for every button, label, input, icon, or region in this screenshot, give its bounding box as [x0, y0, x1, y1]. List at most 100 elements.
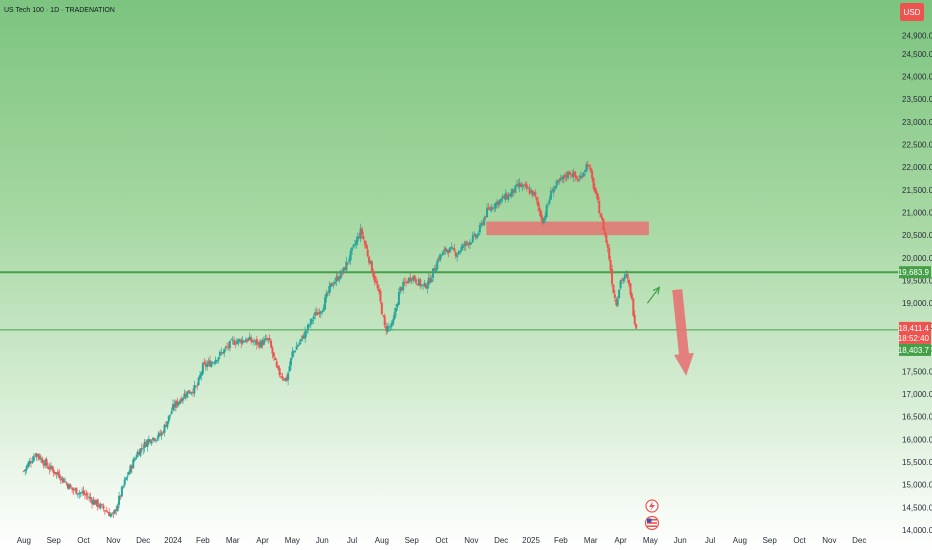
candle-body — [625, 273, 628, 275]
candle-body — [552, 188, 555, 193]
candle-body — [39, 457, 42, 460]
candle-body — [632, 298, 635, 316]
candle-body — [299, 339, 302, 342]
candle-body — [295, 346, 298, 350]
us-flag-canton — [647, 518, 652, 523]
projection-arrow-up[interactable] — [646, 286, 660, 304]
candle-body — [331, 282, 334, 286]
candle-body — [172, 403, 175, 411]
candle-body — [108, 512, 111, 517]
candle-body — [453, 248, 456, 252]
candle-body — [278, 368, 281, 376]
candle-body — [468, 241, 471, 246]
candle-body — [170, 411, 173, 414]
candle-body — [83, 493, 86, 495]
candle-body — [635, 324, 638, 329]
candle-body — [324, 297, 327, 310]
candle-body — [75, 487, 78, 495]
candle-body — [527, 187, 530, 189]
projection-arrow-down[interactable] — [672, 289, 694, 376]
y-tick-label: 20,000.0 — [902, 254, 932, 263]
projection-arrow-up-head — [652, 286, 661, 295]
candle-body — [248, 336, 251, 340]
x-tick-label: May — [643, 536, 658, 545]
y-tick-label: 20,500.0 — [902, 231, 932, 240]
candle-body — [608, 247, 611, 260]
x-tick-label: Apr — [256, 536, 269, 545]
candle-body — [72, 488, 75, 491]
candle-body — [508, 194, 511, 197]
candle-body — [78, 492, 81, 495]
candle-body — [613, 294, 616, 299]
candle-body — [292, 350, 295, 353]
candle-body — [427, 277, 430, 285]
time-axis[interactable]: Aug Sep Oct Nov Dec 2024 Feb Mar Apr May Jun Jul Aug… — [17, 536, 867, 545]
candle-body — [459, 251, 462, 253]
candle-body — [253, 341, 256, 343]
us-flag-icon[interactable] — [644, 515, 660, 531]
candle-body — [430, 278, 433, 283]
candle-body — [309, 318, 312, 325]
candle-body — [351, 247, 354, 251]
candle-body — [27, 463, 30, 468]
candle-body — [338, 278, 341, 281]
candle-body — [622, 278, 625, 281]
candle-body — [494, 202, 497, 209]
candle-body — [486, 208, 489, 218]
candle-body — [362, 235, 365, 240]
candle-body — [44, 460, 47, 466]
lightning-icon[interactable] — [645, 499, 659, 513]
candle-body — [221, 352, 224, 354]
candle-body — [95, 499, 98, 505]
y-tick-label: 19,000.0 — [902, 299, 932, 308]
candle-body — [177, 402, 180, 405]
candle-body — [366, 249, 369, 257]
candle-body — [297, 345, 300, 347]
candle-body — [409, 277, 412, 281]
candle-body — [109, 513, 112, 517]
candle-body — [426, 285, 429, 289]
x-tick-label: Mar — [584, 536, 598, 545]
x-tick-label: 2025 — [522, 536, 540, 545]
y-tick-label: 24,000.0 — [902, 72, 932, 81]
currency-badge[interactable]: USD — [900, 3, 924, 21]
candle-body — [356, 236, 359, 242]
candle-body — [470, 242, 473, 244]
candle-body — [379, 290, 382, 302]
candle-body — [535, 196, 538, 201]
candle-body — [56, 471, 59, 475]
x-tick-label: May — [285, 536, 300, 545]
candle-body — [163, 424, 166, 433]
candle-body — [41, 458, 44, 464]
candle-body — [244, 340, 247, 343]
candle-body — [127, 472, 130, 475]
candle-body — [372, 271, 375, 277]
candle-body — [284, 378, 287, 381]
candle-body — [260, 340, 263, 348]
candle-body — [247, 338, 250, 341]
resistance-zone[interactable] — [486, 221, 649, 236]
candle-body — [99, 504, 102, 508]
candle-body — [620, 279, 623, 281]
candle-body — [393, 312, 396, 320]
candle-body — [267, 338, 270, 340]
candle-body — [105, 511, 108, 512]
candle-body — [238, 339, 241, 341]
candle-body — [484, 216, 487, 218]
bid-price-tag-bg — [899, 343, 931, 356]
candle-body — [255, 339, 258, 345]
candle-body — [282, 378, 285, 380]
candle-body — [457, 251, 460, 254]
candle-body — [349, 250, 352, 261]
candle-body — [440, 254, 443, 256]
candle-body — [480, 223, 483, 226]
candle-body — [566, 171, 569, 179]
candle-body — [532, 191, 535, 195]
candle-body — [464, 241, 467, 247]
candle-body — [333, 281, 336, 284]
candle-body — [272, 352, 275, 357]
candle-body — [315, 312, 318, 316]
candle-body — [355, 240, 358, 246]
